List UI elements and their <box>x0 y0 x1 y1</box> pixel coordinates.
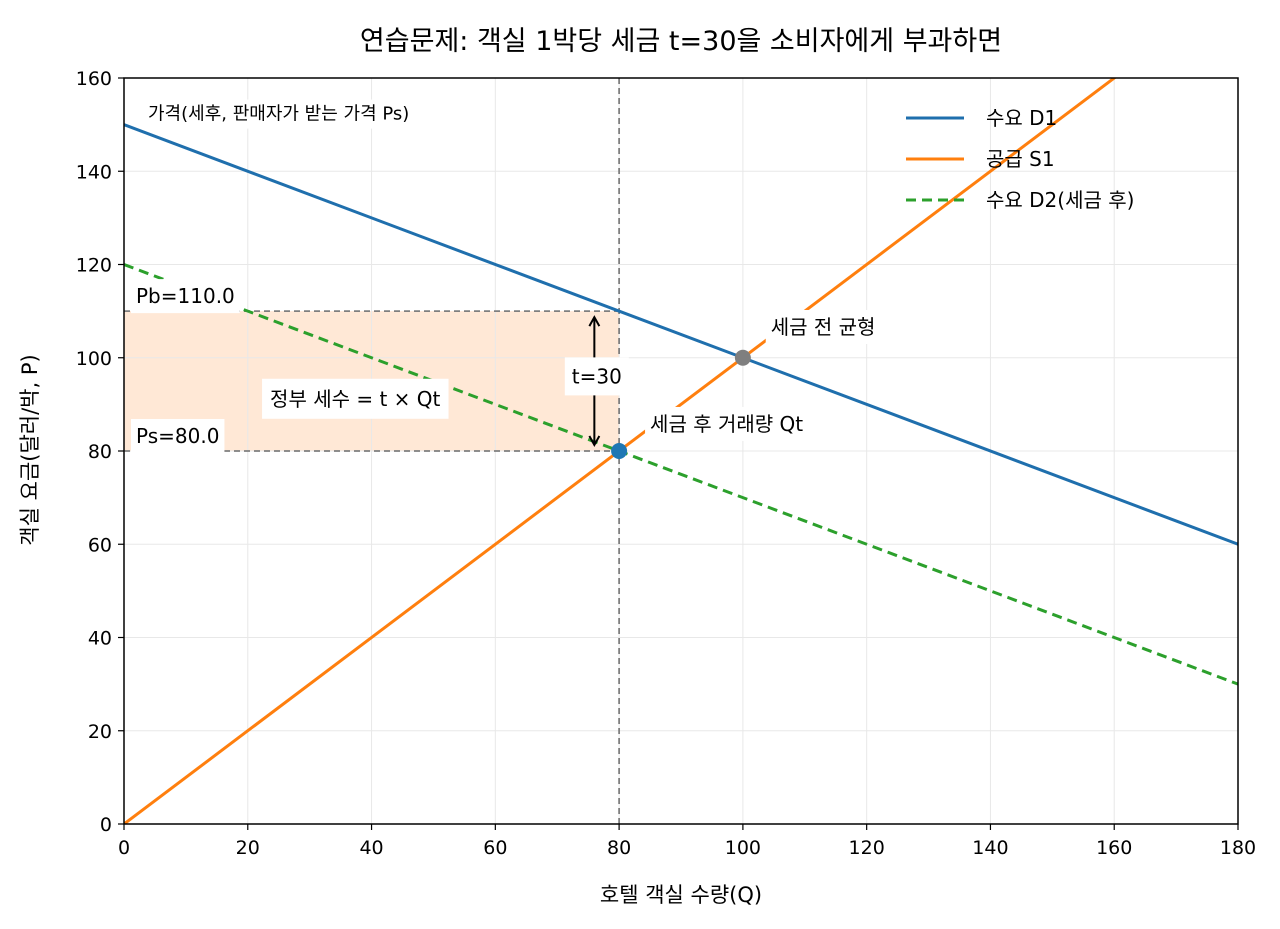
ps-label-box <box>131 419 225 453</box>
y-tick-label: 100 <box>76 348 112 370</box>
eq-after-label-box <box>645 406 809 441</box>
y-tick-label: 0 <box>100 814 112 836</box>
corner-note-box <box>144 99 414 129</box>
x-tick-label: 0 <box>118 837 130 859</box>
series-line-1 <box>124 78 1117 824</box>
tax-area-label: 정부 세수 = t × Qt <box>270 387 440 411</box>
legend-label-2: 수요 D2(세금 후) <box>986 188 1134 212</box>
y-tick-label: 140 <box>76 161 112 183</box>
x-tick-label: 180 <box>1220 837 1256 859</box>
x-tick-label: 160 <box>1096 837 1132 859</box>
x-tick-label: 40 <box>359 837 383 859</box>
y-tick-label: 80 <box>88 441 112 463</box>
x-tick-label: 60 <box>483 837 507 859</box>
tax-area-label-box <box>262 378 449 419</box>
legend-label-0: 수요 D1 <box>986 106 1057 130</box>
tax-label-box <box>564 357 629 396</box>
pb-label: Pb=110.0 <box>136 284 235 308</box>
legend-label-1: 공급 S1 <box>986 147 1055 171</box>
eq-before-label-box <box>765 309 881 344</box>
annotations: 가격(세후, 판매자가 받는 가격 Ps) Pb=110.0 Ps=80.0 정… <box>131 99 881 453</box>
series-line-0 <box>124 123 1238 546</box>
y-axis-label: 객실 요금(달러/박, P) <box>18 354 42 545</box>
series-line-2 <box>124 263 1238 686</box>
y-tick-label: 20 <box>88 721 112 743</box>
tax-arrow-head-top <box>588 315 601 327</box>
x-tick-label: 20 <box>236 837 260 859</box>
pb-label-box <box>131 279 240 314</box>
y-tick-label: 160 <box>76 68 112 90</box>
legend: 수요 D1 공급 S1 수요 D2(세금 후) <box>906 106 1134 212</box>
y-tick-label: 120 <box>76 255 112 277</box>
x-axis-label: 호텔 객실 수량(Q) <box>600 883 762 907</box>
chart-title: 연습문제: 객실 1박당 세금 t=30을 소비자에게 부과하면 <box>360 26 1002 57</box>
tax-label: t=30 <box>572 364 622 388</box>
ps-label: Ps=80.0 <box>136 424 219 448</box>
x-tick-label: 140 <box>972 837 1008 859</box>
x-tick-label: 100 <box>725 837 761 859</box>
x-tick-label: 80 <box>607 837 631 859</box>
y-axis-ticks: 0 20 40 60 80 100 120 140 160 <box>76 68 124 836</box>
equilibrium-after-point <box>611 443 628 459</box>
x-tick-label: 120 <box>849 837 885 859</box>
x-axis-ticks: 0 20 40 60 80 100 120 140 160 180 <box>118 824 1256 859</box>
series-layer <box>124 78 1238 824</box>
y-tick-label: 40 <box>88 628 112 650</box>
y-tick-label: 60 <box>88 534 112 556</box>
equilibrium-before-point <box>734 349 751 366</box>
eq-before-label: 세금 전 균형 <box>771 315 876 339</box>
tax-arrow-head-bottom <box>588 435 601 448</box>
corner-note: 가격(세후, 판매자가 받는 가격 Ps) <box>148 104 409 125</box>
eq-after-label: 세금 후 거래량 Qt <box>650 412 803 436</box>
